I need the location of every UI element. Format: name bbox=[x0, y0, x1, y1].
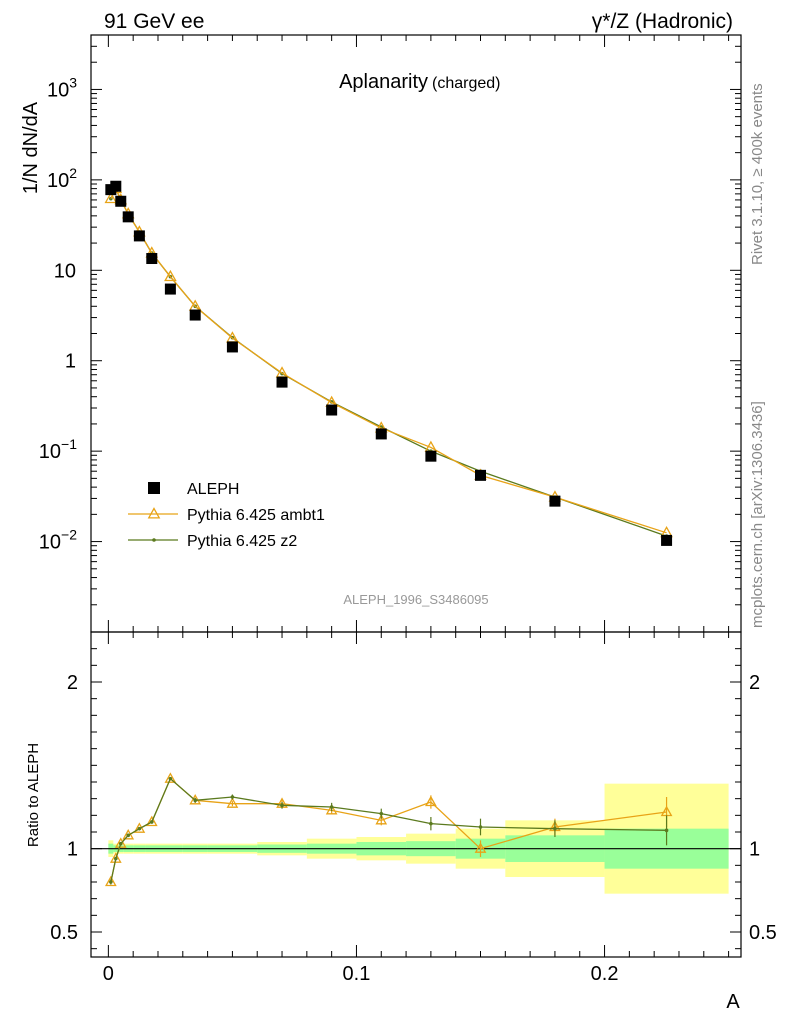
ratio-point bbox=[114, 856, 118, 861]
ratio-point bbox=[474, 842, 487, 853]
legend-marker bbox=[147, 507, 161, 519]
main-point bbox=[661, 534, 673, 546]
main-point bbox=[133, 230, 145, 242]
ratio-point bbox=[104, 875, 117, 887]
ratio-y-axis-label: Ratio to ALEPH bbox=[25, 743, 42, 847]
ratio-point bbox=[114, 837, 127, 848]
ratio-point bbox=[118, 841, 123, 846]
ratio-point bbox=[137, 826, 142, 831]
x-axis-label: A bbox=[726, 991, 740, 1013]
ratio-point bbox=[168, 776, 173, 781]
ratio-y-tick-label-left: 2 bbox=[67, 672, 78, 694]
ratio-y-tick-label-left: 1 bbox=[67, 839, 78, 861]
ratio-y-tick-label-right: 1 bbox=[749, 839, 760, 861]
main-point bbox=[164, 269, 177, 282]
ratio-y-tick-label-right: 2 bbox=[749, 672, 760, 694]
ratio-point bbox=[325, 804, 338, 815]
ratio-point bbox=[149, 820, 154, 824]
ratio-y-tick-label-left: 0.5 bbox=[50, 922, 78, 944]
ratio-y-tick-label-right: 0.5 bbox=[749, 922, 777, 944]
main-point bbox=[189, 309, 201, 321]
legend-label: Pythia 6.425 ambt1 bbox=[187, 507, 325, 524]
ratio-plot-frame bbox=[90, 631, 742, 958]
main-point bbox=[425, 450, 437, 462]
legend-marker bbox=[148, 482, 160, 494]
ratio-point bbox=[375, 814, 388, 825]
legend-label: ALEPH bbox=[187, 481, 239, 498]
ratio-series-line bbox=[110, 777, 667, 883]
main-point bbox=[115, 195, 127, 207]
y-tick-label: 10−1 bbox=[39, 436, 77, 463]
main-point bbox=[326, 404, 338, 416]
header-right-label: γ*/Z (Hadronic) bbox=[592, 10, 733, 33]
main-point bbox=[110, 180, 122, 192]
ratio-point bbox=[193, 798, 197, 803]
ratio-plot-panel: Ratio to ALEPH A 0.5 0.5 1 1 2 2 0 0.1 0.2 bbox=[25, 631, 777, 1013]
main-series-aleph bbox=[105, 180, 673, 546]
main-point bbox=[226, 341, 238, 353]
ratio-point bbox=[553, 826, 557, 831]
plot-title: Aplanarity bbox=[339, 71, 428, 93]
ratio-point bbox=[425, 795, 437, 807]
x-tick-label: 0.1 bbox=[343, 963, 371, 985]
ratio-point bbox=[109, 852, 122, 863]
main-plot-panel: Aplanarity (charged) 1/N dN/dA ALEPH_199… bbox=[20, 34, 742, 633]
ratio-point bbox=[230, 795, 235, 799]
main-point bbox=[122, 211, 134, 223]
main-point bbox=[146, 253, 158, 265]
ratio-series-z2 bbox=[109, 776, 669, 885]
ratio-point bbox=[109, 880, 113, 884]
x-tick-label: 0.2 bbox=[591, 963, 619, 985]
ratio-point bbox=[664, 828, 669, 833]
legend: ALEPH Pythia 6.425 ambt1 Pythia 6.425 z2 bbox=[128, 481, 325, 550]
ratio-point bbox=[478, 825, 483, 829]
main-point bbox=[104, 191, 118, 204]
y-tick-label: 102 bbox=[47, 165, 77, 192]
y-tick-label: 10−2 bbox=[39, 527, 77, 554]
rivet-version-label: Rivet 3.1.10, ≥ 400k events bbox=[749, 83, 766, 265]
ratio-point bbox=[226, 797, 239, 808]
ratio-point bbox=[379, 811, 384, 816]
ratio-point bbox=[164, 772, 177, 783]
ratio-point bbox=[280, 803, 284, 808]
ratio-point bbox=[329, 805, 334, 809]
legend-marker bbox=[152, 538, 156, 542]
y-tick-label: 10 bbox=[54, 260, 76, 282]
main-point bbox=[375, 428, 387, 440]
main-point bbox=[549, 495, 561, 507]
main-point bbox=[164, 283, 176, 295]
watermark-label: ALEPH_1996_S3486095 bbox=[343, 592, 488, 607]
y-tick-label: 1 bbox=[65, 351, 76, 373]
plot-subtitle: (charged) bbox=[432, 75, 500, 92]
main-series-line bbox=[110, 187, 667, 534]
header-left-label: 91 GeV ee bbox=[104, 10, 204, 33]
y-tick-label: 103 bbox=[47, 74, 77, 101]
x-tick-label: 0 bbox=[103, 963, 114, 985]
ratio-point bbox=[145, 815, 158, 827]
ratio-point bbox=[126, 833, 131, 838]
mcplots-label: mcplots.cern.ch [arXiv:1306.3436] bbox=[749, 401, 766, 628]
main-point bbox=[475, 469, 487, 481]
main-y-axis-label: 1/N dN/dA bbox=[20, 101, 42, 194]
legend-label: Pythia 6.425 z2 bbox=[187, 533, 297, 550]
main-point bbox=[276, 376, 288, 388]
ratio-point bbox=[429, 821, 433, 826]
